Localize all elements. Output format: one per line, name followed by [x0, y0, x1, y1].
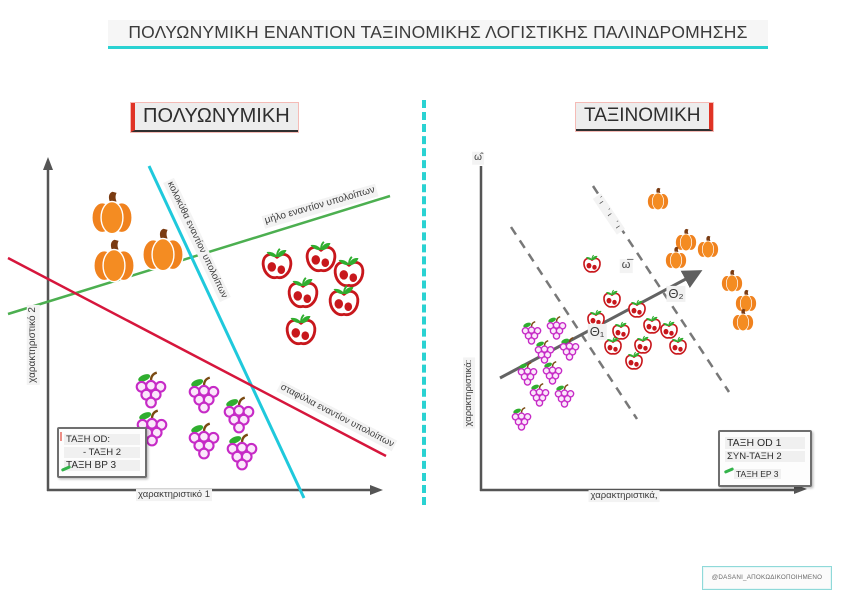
- left-y-axis-label: χαρακτηριστικό 2: [26, 305, 40, 385]
- red-tick-icon: [60, 432, 62, 441]
- omega-hat-symbol: ω̂: [472, 151, 484, 165]
- left-x-axis-label: χαρακτηριστικό 1: [136, 489, 212, 501]
- right-legend-class2: ΣΥΝ-ΤΑΞΗ 2: [725, 451, 805, 462]
- center-divider: [422, 100, 426, 505]
- left-legend-class2: - ΤΑΞΗ 2: [64, 447, 140, 458]
- right-legend-class1: ΤΑΞΗ OD 1: [725, 437, 805, 449]
- theta1-label: Θ₁: [587, 323, 607, 341]
- red-line-grapes-vs-rest: [7, 256, 387, 458]
- dashed-boundary-1: [509, 226, 639, 420]
- cyan-line-pumpkin-vs-rest: [147, 165, 306, 499]
- left-legend-class1: ΤΑΞΗ OD:: [64, 434, 140, 445]
- left-y-axis-arrowhead: [43, 157, 53, 170]
- left-panel-header: ΠΟΛΥΩΝΥΜΙΚΗ: [131, 103, 298, 132]
- right-legend-class3: ΤΑΞΗ ΕΡ 3: [734, 469, 781, 479]
- theta2-label: Θ₂: [666, 285, 686, 303]
- page-title: ΠΟΛΥΩΝΥΜΙΚΗ ΕΝΑΝΤΙΟΝ ΤΑΞΙΝΟΜΙΚΗΣ ΛΟΓΙΣΤΙ…: [108, 20, 768, 49]
- green-mark-icon: [723, 467, 735, 474]
- left-legend: ΤΑΞΗ OD: - ΤΑΞΗ 2 ΤΑΞΗ ΒΡ 3: [57, 427, 147, 478]
- right-y-axis-label: χαρακτηριστικά:: [463, 357, 475, 429]
- right-x-axis-label: χαρακτηριστικά,: [588, 490, 660, 502]
- right-panel-header: ΤΑΞΙΝΟΜΙΚΗ: [576, 103, 713, 131]
- right-legend: ΤΑΞΗ OD 1 ΣΥΝ-ΤΑΞΗ 2 ΤΑΞΗ ΕΡ 3: [718, 430, 812, 487]
- weight-vector-label: ω̅: [619, 259, 633, 273]
- left-x-axis-arrowhead: [370, 485, 383, 495]
- left-legend-class3: ΤΑΞΗ ΒΡ 3: [64, 460, 140, 471]
- watermark-badge: @DASANI_ΑΠΟΚΩΔΙΚΟΠΟΙΗΜΕΝΟ: [702, 566, 832, 590]
